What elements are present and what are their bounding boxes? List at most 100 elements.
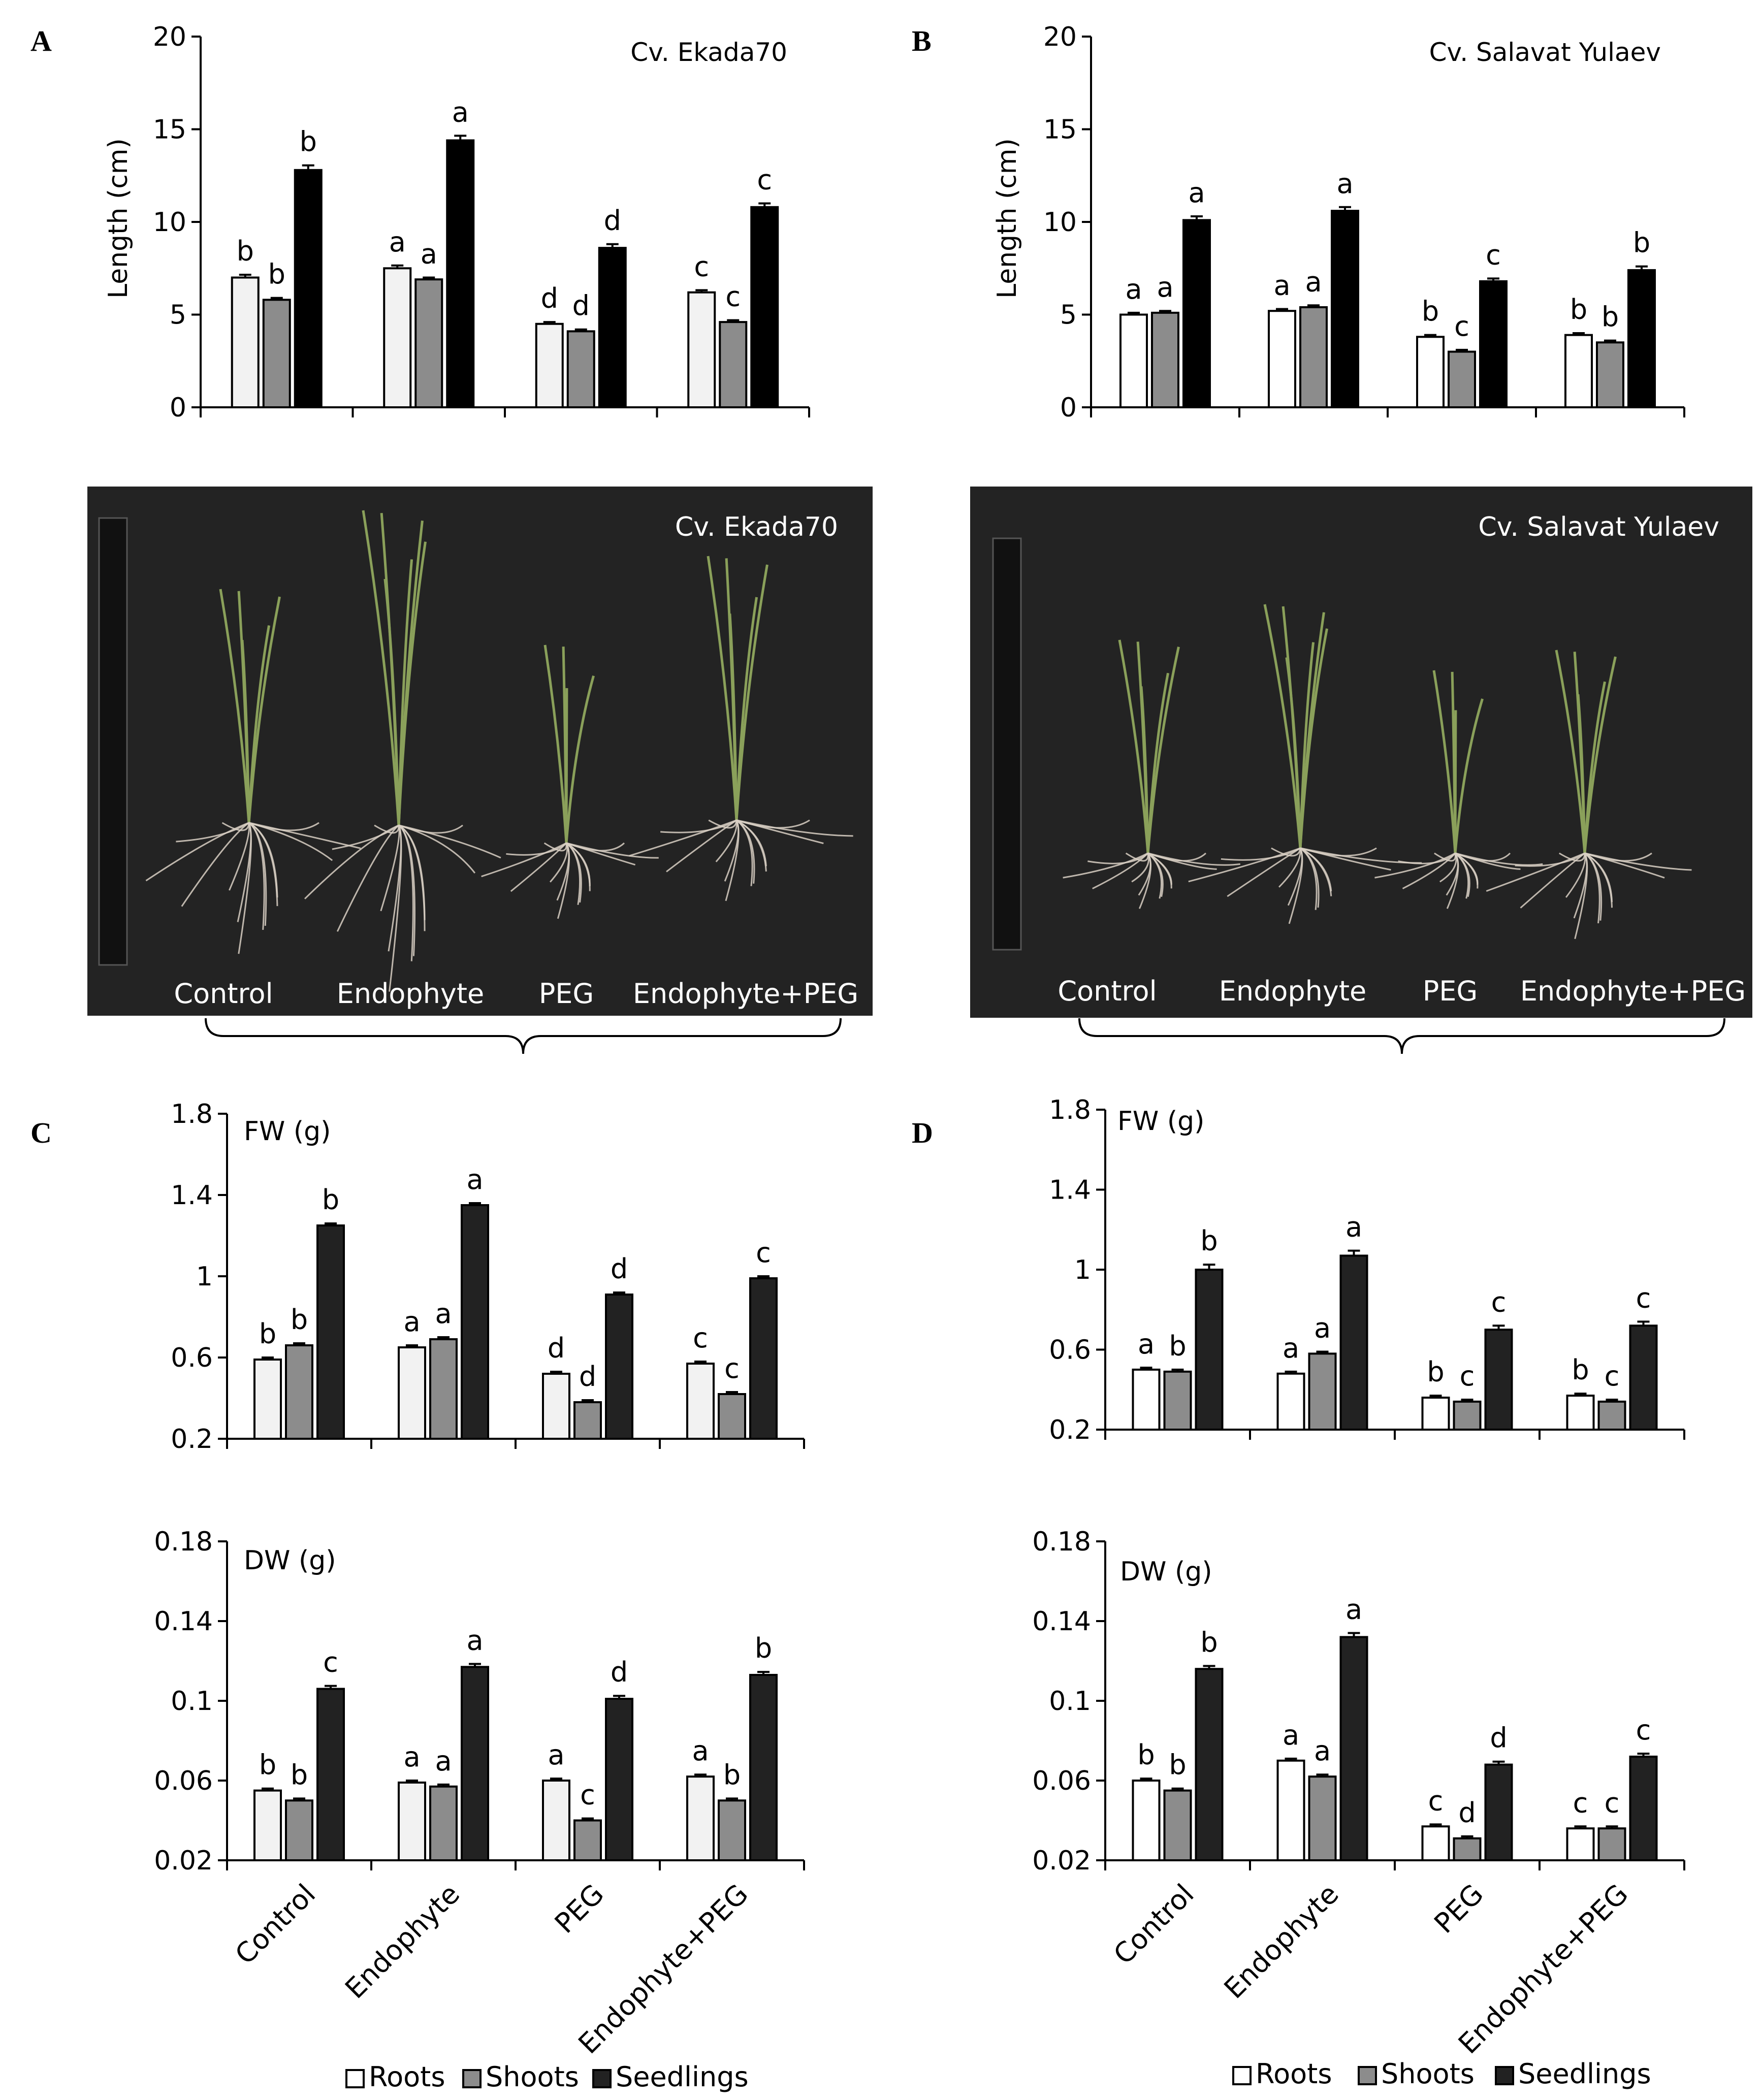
error-bar: [1140, 1366, 1152, 1370]
error-bar: [469, 1663, 481, 1667]
significance-letter: c: [694, 250, 709, 282]
error-bar: [1606, 1398, 1618, 1402]
category-label-control: Control: [229, 1878, 322, 1971]
error-bar: [1636, 265, 1648, 270]
legend-label-seedlings: Seedlings: [616, 2061, 749, 2093]
bar-roots-control: [253, 1359, 282, 1440]
error-bar: [1316, 1350, 1329, 1354]
bar-seedlings-control: [294, 169, 323, 408]
bar-roots-endophyte-peg: [686, 1363, 715, 1440]
significance-letter: c: [756, 1237, 771, 1269]
leaf-blade: [219, 589, 250, 823]
error-bar: [406, 1780, 418, 1783]
root-strand: [1147, 852, 1240, 866]
bar-seedlings-endophyte-peg: [1629, 1755, 1658, 1861]
significance-letter: b: [1570, 294, 1587, 326]
photo-label-endophyte: Endophyte: [337, 978, 485, 1010]
root-strand: [736, 819, 767, 866]
y-tick-label: 1.8: [171, 1099, 213, 1129]
bracket-left: [205, 1018, 842, 1054]
y-tick-label: 0: [170, 393, 186, 423]
bar-roots-control: [231, 276, 260, 408]
root-strand: [1486, 852, 1585, 892]
root-strand: [1455, 852, 1543, 866]
bar-shoots-endophyte: [414, 278, 443, 409]
error-bar: [262, 1356, 274, 1360]
root-strand: [237, 822, 252, 922]
error-bar: [1171, 1787, 1184, 1791]
significance-letter: b: [723, 1759, 741, 1791]
photo-cultivar-label: Cv. Salavat Yulaev: [1478, 512, 1719, 542]
significance-letter: a: [1188, 177, 1205, 209]
error-bar: [1487, 277, 1499, 281]
error-bar: [606, 243, 619, 248]
significance-letter: c: [1636, 1714, 1651, 1746]
chart-title: DW (g): [244, 1545, 336, 1576]
root-strand: [736, 819, 853, 837]
bar-seedlings-control: [316, 1688, 345, 1861]
error-bar: [1637, 1753, 1650, 1757]
root-strand: [221, 822, 250, 831]
root-strand: [566, 842, 636, 866]
bar-seedlings-endophyte-peg: [1627, 269, 1656, 409]
root-strand: [566, 842, 581, 905]
seedling-illustrations: [145, 510, 853, 992]
error-bar: [239, 274, 251, 278]
category-label-peg: PEG: [1428, 1878, 1489, 1940]
root-strand: [374, 824, 400, 834]
significance-letter: a: [403, 1306, 420, 1338]
error-bar: [391, 264, 404, 269]
error-bar: [262, 1787, 274, 1791]
bar-shoots-peg: [573, 1401, 602, 1440]
bar-seedlings-peg: [605, 1698, 633, 1861]
significance-letter: a: [548, 1739, 564, 1771]
significance-letter: a: [435, 1745, 452, 1777]
significance-letter: b: [1200, 1626, 1218, 1658]
leaf-blade: [1555, 650, 1586, 854]
bar-roots-endophyte-peg: [1564, 334, 1593, 409]
panel-letter-b: B: [912, 24, 932, 57]
significance-letter: a: [1314, 1312, 1331, 1344]
y-tick-label: 15: [153, 115, 186, 145]
bar-roots-endophyte-peg: [687, 291, 716, 409]
legend-label-seedlings: Seedlings: [1518, 2058, 1651, 2090]
y-tick-label: 0.6: [171, 1343, 213, 1373]
significance-letter: a: [421, 238, 437, 270]
bar-seedlings-control: [1195, 1269, 1224, 1431]
root-strand: [304, 824, 399, 899]
y-tick-label: 20: [1043, 22, 1077, 52]
root-strand: [1087, 852, 1148, 864]
bar-seedlings-control: [1182, 219, 1211, 408]
bar-shoots-endophyte-peg: [718, 1799, 746, 1861]
error-bar: [1424, 334, 1436, 337]
significance-letter: d: [572, 290, 590, 322]
legend-swatch-seedlings: [592, 2069, 612, 2088]
error-bar: [727, 319, 740, 322]
bar-roots-control: [253, 1789, 282, 1861]
root-strand: [398, 824, 476, 874]
root-strand: [566, 842, 591, 886]
bar-roots-control: [1119, 313, 1148, 408]
error-bar: [694, 1773, 707, 1777]
significance-letter: d: [541, 282, 558, 314]
error-bar: [1348, 1249, 1360, 1256]
bar-shoots-endophyte: [429, 1338, 458, 1440]
bar-roots-peg: [542, 1373, 570, 1440]
category-label-control: Control: [1107, 1878, 1200, 1971]
bar-shoots-control: [1151, 311, 1179, 408]
significance-letter: c: [1460, 1360, 1475, 1392]
bar-roots-endophyte: [1276, 1372, 1305, 1431]
significance-letter: a: [692, 1735, 709, 1767]
root-strand: [1515, 852, 1585, 867]
bar-roots-peg: [542, 1780, 570, 1861]
legend-label-roots: Roots: [1256, 2058, 1332, 2090]
leaf-blade: [562, 647, 568, 844]
root-strand: [1455, 852, 1469, 899]
significance-letter: c: [1605, 1360, 1620, 1392]
error-bar: [1307, 304, 1320, 307]
root-strand: [660, 819, 737, 833]
y-tick-label: 0.14: [154, 1606, 213, 1637]
